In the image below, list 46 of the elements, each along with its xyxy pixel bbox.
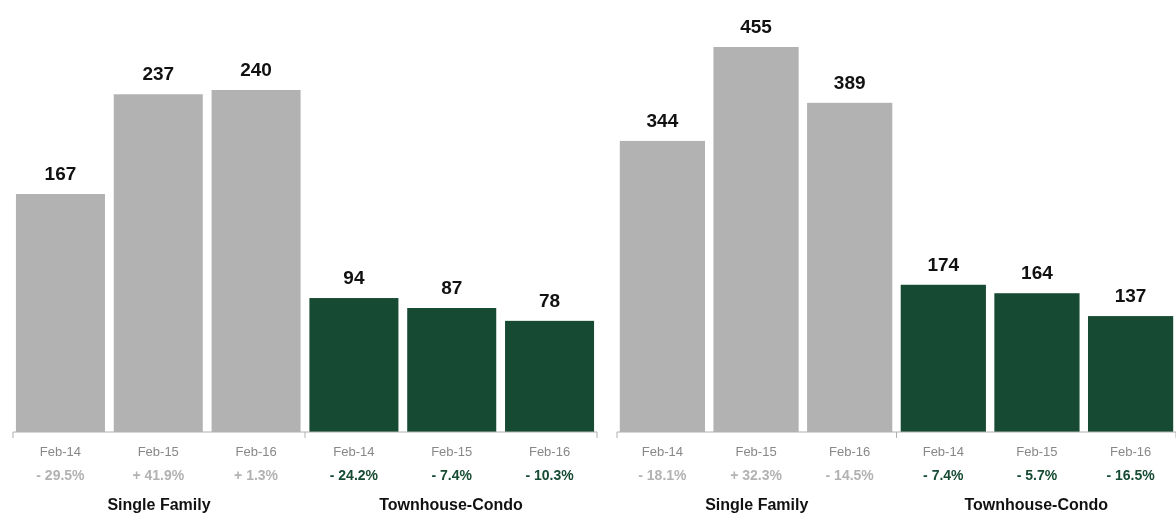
text: + 41.9%	[132, 467, 185, 483]
x-tick-label: Feb-15	[137, 444, 179, 459]
x-tick-label: Feb-14	[333, 444, 375, 459]
data-label: 389	[833, 71, 866, 93]
x-tick-label: Feb-15	[735, 444, 777, 459]
x-tick-label: Feb-15	[1016, 444, 1058, 459]
text: - 7.4%	[923, 467, 965, 483]
text: Townhouse-Condo	[964, 496, 1109, 513]
data-label: 174	[927, 253, 960, 275]
data-label: 78	[538, 289, 561, 311]
bar	[505, 320, 595, 432]
x-tick-label: Feb-16	[235, 444, 277, 459]
text: - 16.5%	[1106, 467, 1156, 483]
x-tick-label: Feb-16	[1109, 444, 1152, 459]
text: - 24.2%	[329, 467, 379, 483]
data-label: 94	[343, 267, 365, 289]
bar	[1087, 316, 1174, 432]
text: Single Family	[705, 496, 809, 513]
bar	[994, 293, 1080, 432]
data-label: 344	[646, 109, 679, 131]
data-label: 167	[44, 163, 77, 185]
data-label: 164	[1021, 262, 1054, 284]
x-tick-label: Feb-16	[528, 444, 571, 459]
text: Single Family	[107, 496, 211, 513]
x-tick-label: Feb-14	[922, 444, 964, 459]
text: + 1.3%	[234, 467, 279, 483]
text: Townhouse-Condo	[379, 496, 524, 513]
text: - 5.7%	[1016, 467, 1058, 483]
data-label: 87	[441, 277, 463, 299]
x-tick-label: Feb-15	[431, 444, 473, 459]
bar	[407, 308, 497, 432]
x-tick-label: Feb-14	[641, 444, 684, 459]
text: - 29.5%	[36, 467, 86, 483]
text: + 32.3%	[730, 467, 783, 483]
x-tick-label: Feb-16	[829, 444, 871, 459]
text: - 18.1%	[638, 467, 688, 483]
data-label: 137	[1114, 285, 1147, 307]
bar	[309, 298, 399, 432]
data-label: 240	[240, 59, 272, 80]
data-label: 237	[142, 63, 175, 85]
text: - 10.3%	[525, 467, 575, 483]
text: - 7.4%	[431, 467, 473, 483]
x-tick-label: Feb-14	[39, 444, 82, 459]
text: - 14.5%	[825, 467, 875, 483]
bar	[900, 284, 986, 432]
data-label: 455	[740, 16, 773, 37]
